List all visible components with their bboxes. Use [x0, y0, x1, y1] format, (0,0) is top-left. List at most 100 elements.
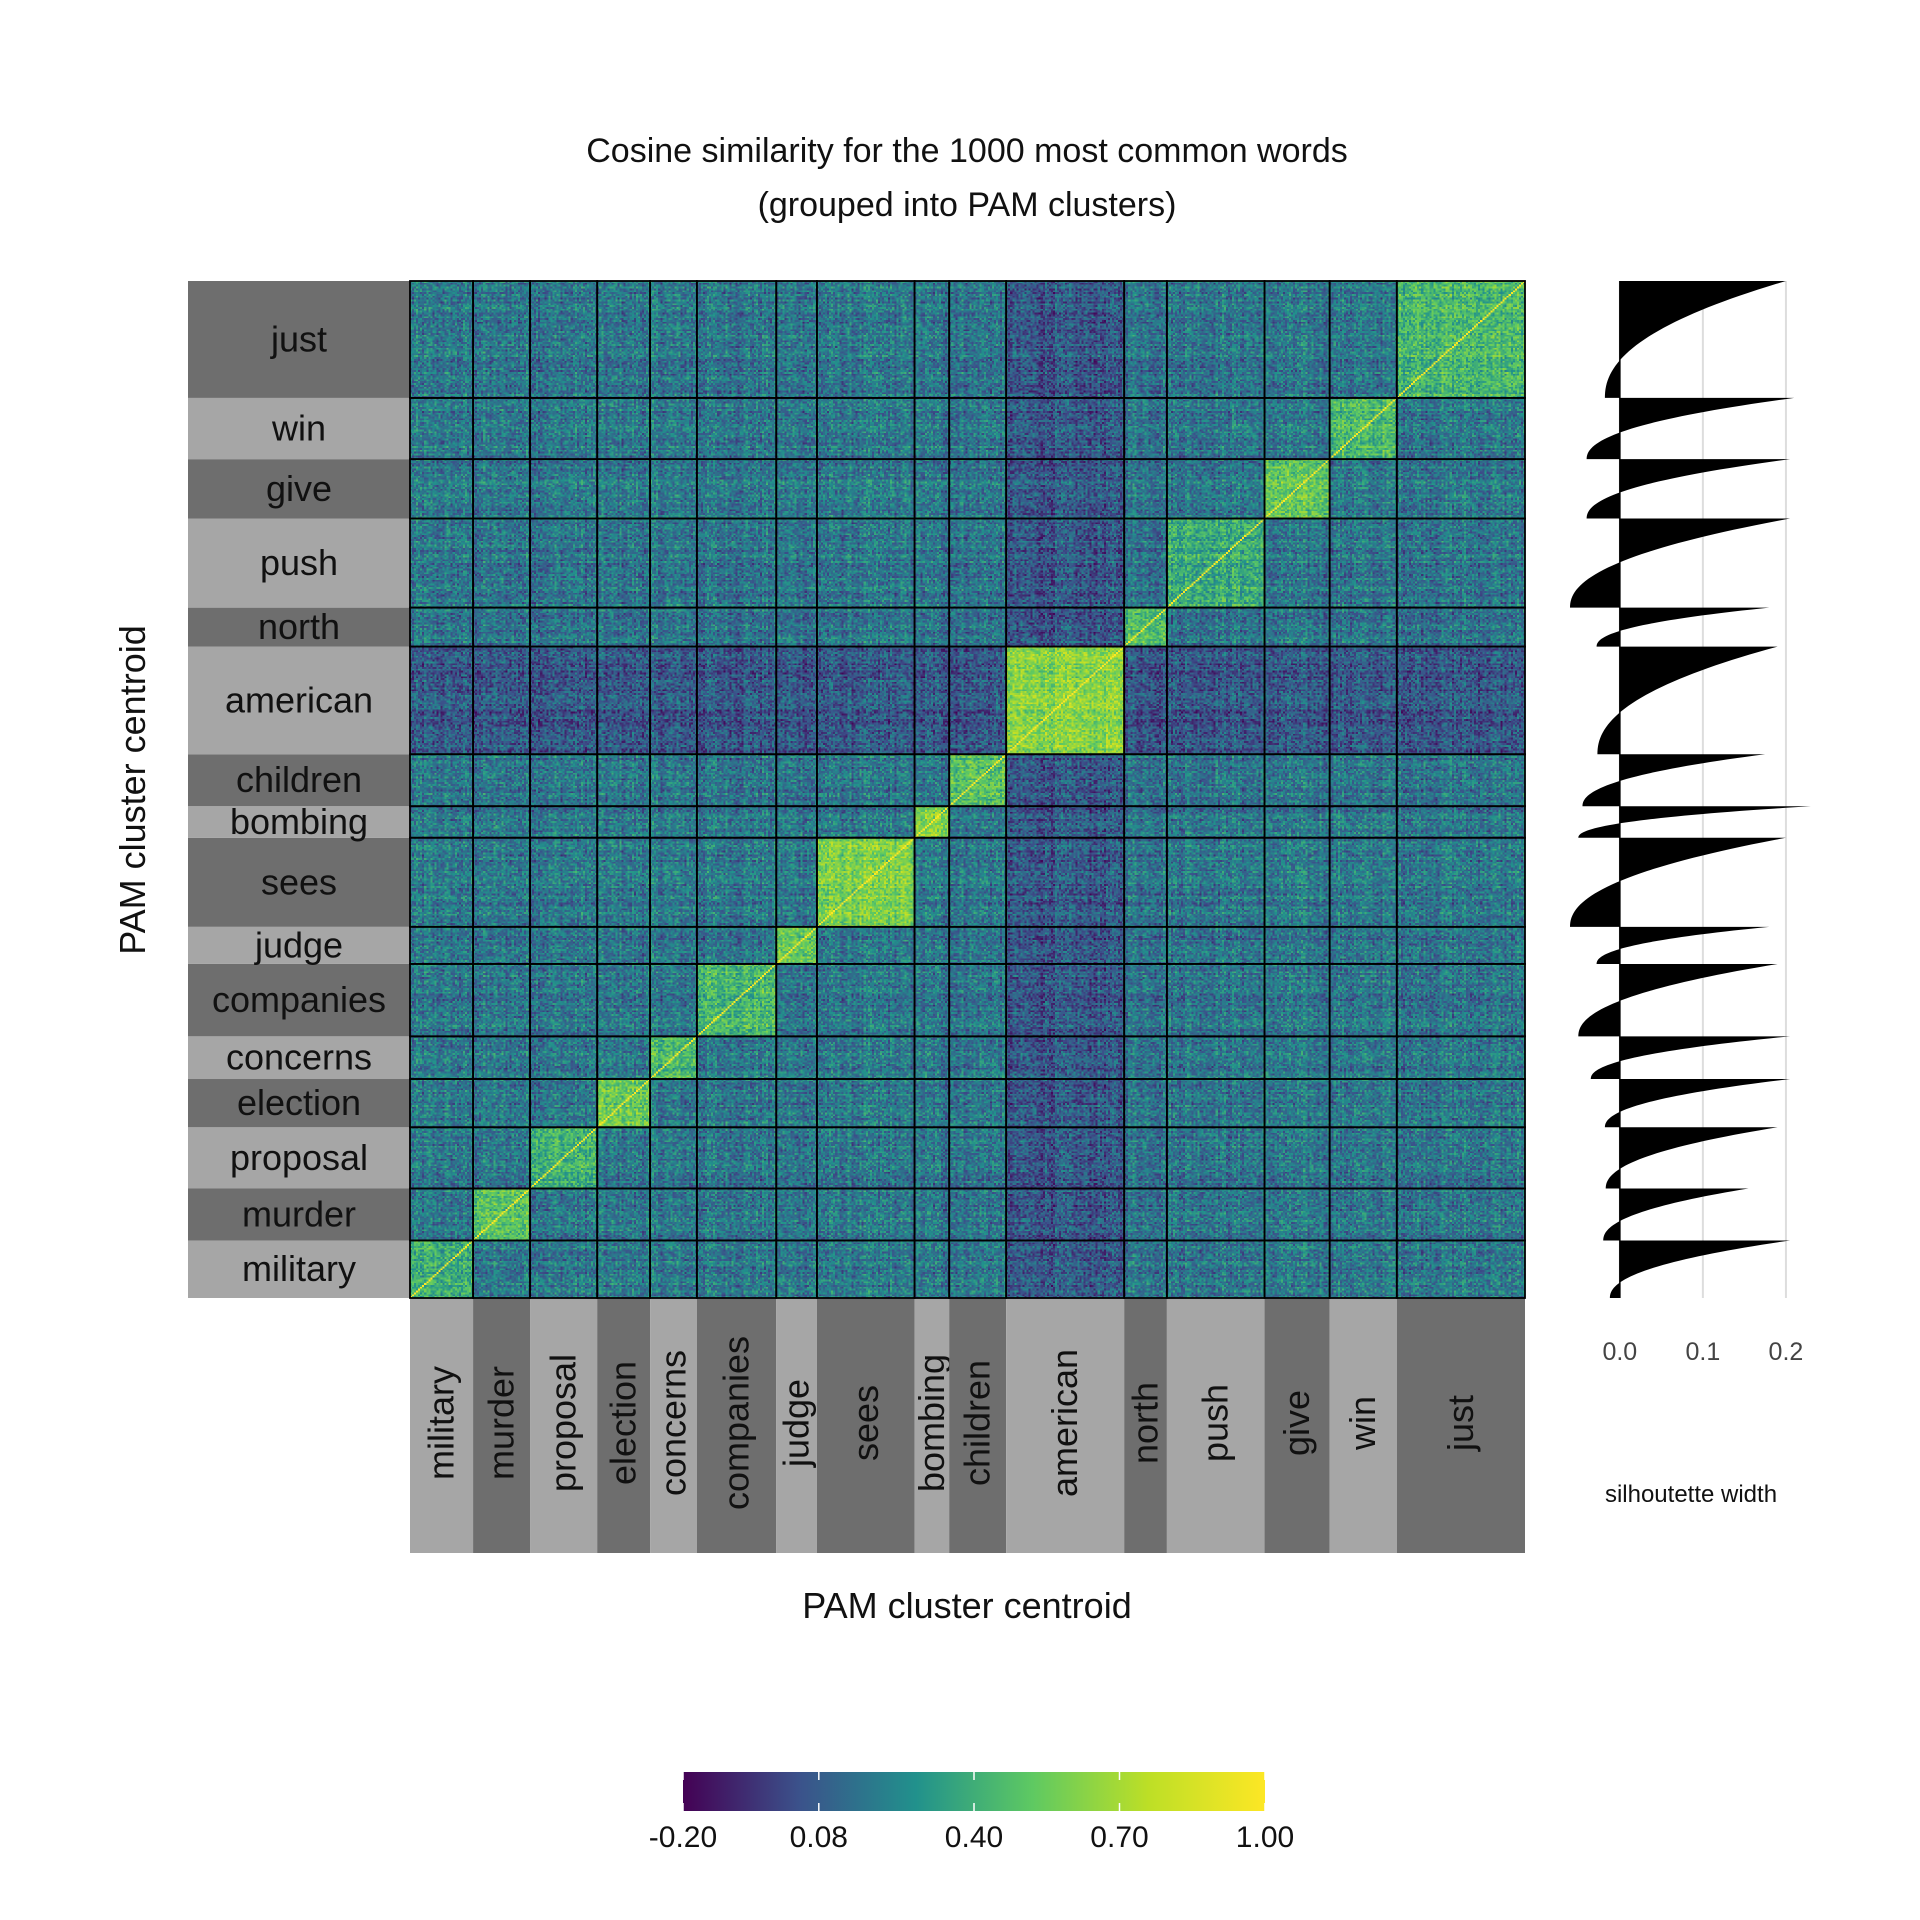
col-band-judge — [776, 1298, 817, 1553]
row-band-win — [188, 397, 410, 460]
row-band-give — [188, 459, 410, 519]
silhouette-bars-give — [1586, 459, 1791, 519]
row-band-murder — [188, 1188, 410, 1241]
row-label: give — [266, 468, 332, 509]
chart-title: Cosine similarity for the 1000 most comm… — [586, 132, 1348, 170]
silhouette-bars-children — [1582, 754, 1766, 807]
x-axis-title: PAM cluster centroid — [802, 1585, 1131, 1626]
col-band-murder — [473, 1298, 531, 1553]
row-label: election — [237, 1082, 361, 1123]
row-band-bombing — [188, 806, 410, 838]
colorbar-tick-label: 0.40 — [945, 1821, 1003, 1854]
row-label: concerns — [226, 1037, 372, 1078]
col-band-just — [1396, 1298, 1525, 1553]
row-label: sees — [261, 861, 337, 902]
column-label: win — [1342, 1396, 1383, 1451]
row-label: win — [271, 408, 326, 449]
column-label: north — [1125, 1382, 1166, 1464]
silhouette-bars-win — [1586, 397, 1795, 460]
colorbar-tick-label: -0.20 — [649, 1821, 717, 1854]
cluster-block — [1395, 280, 1526, 399]
row-band-election — [188, 1079, 410, 1128]
silhouette-panel: 0.0 0.1 0.2 — [1570, 281, 1811, 1366]
column-label: push — [1195, 1384, 1236, 1462]
col-band-american — [1006, 1298, 1125, 1553]
col-band-sees — [816, 1298, 915, 1553]
silhouette-bars-military — [1609, 1240, 1791, 1298]
column-label: military — [421, 1366, 462, 1480]
silhouette-bars-election — [1604, 1079, 1791, 1128]
silhouette-tick-label: 0.2 — [1769, 1338, 1804, 1366]
col-band-concerns — [650, 1298, 697, 1553]
column-label-strip: military murder proposal election concerns co… — [410, 1298, 1525, 1553]
column-label: american — [1044, 1349, 1085, 1497]
row-band-north — [188, 607, 410, 647]
col-band-election — [597, 1298, 651, 1553]
y-axis-title: PAM cluster centroid — [112, 625, 153, 954]
heatmap-matrix — [410, 281, 1525, 1298]
silhouette-bars-sees — [1570, 837, 1786, 927]
row-label: murder — [242, 1193, 356, 1234]
row-band-proposal — [188, 1127, 410, 1189]
column-label: proposal — [543, 1354, 584, 1492]
row-band-push — [188, 518, 410, 608]
silhouette-bars-just — [1604, 281, 1786, 398]
silhouette-bars-murder — [1603, 1188, 1749, 1241]
column-label: give — [1276, 1390, 1317, 1456]
colorbar-tick-label: 1.00 — [1236, 1821, 1294, 1854]
colorbar-tick-label: 0.08 — [790, 1821, 848, 1854]
cluster-block-borders — [409, 280, 1526, 1299]
column-label: concerns — [652, 1350, 693, 1496]
row-band-sees — [188, 837, 410, 927]
col-band-north — [1124, 1298, 1167, 1553]
silhouette-tick-label: 0.0 — [1602, 1338, 1637, 1366]
column-label: sees — [845, 1385, 886, 1461]
row-label: companies — [212, 979, 386, 1020]
col-band-proposal — [530, 1298, 598, 1553]
silhouette-bars-judge — [1596, 926, 1770, 964]
silhouette-tick-label: 0.1 — [1685, 1338, 1720, 1366]
col-band-push — [1166, 1298, 1265, 1553]
col-band-companies — [696, 1298, 777, 1553]
column-label: murder — [481, 1366, 522, 1480]
colorbar-ticks: -0.20 0.08 0.40 0.70 1.00 — [649, 1772, 1294, 1854]
silhouette-bars-push — [1570, 518, 1791, 608]
col-band-bombing — [914, 1298, 950, 1553]
column-label: just — [1440, 1395, 1481, 1452]
column-label: election — [603, 1361, 644, 1485]
row-label: judge — [254, 924, 343, 965]
column-label: bombing — [911, 1354, 952, 1492]
silhouette-bars-american — [1597, 646, 1778, 755]
row-band-children — [188, 754, 410, 807]
row-band-just — [188, 281, 410, 398]
silhouette-bars-north — [1596, 607, 1770, 647]
row-band-judge — [188, 926, 410, 964]
row-label: push — [260, 542, 338, 583]
col-band-give — [1264, 1298, 1330, 1553]
row-band-american — [188, 646, 410, 755]
silhouette-bars-proposal — [1605, 1127, 1778, 1189]
row-label: north — [258, 606, 340, 647]
col-band-win — [1329, 1298, 1397, 1553]
colorbar-tick-label: 0.70 — [1090, 1821, 1148, 1854]
silhouette-bars-concerns — [1590, 1036, 1791, 1080]
column-label: children — [957, 1360, 998, 1486]
silhouette-bars-companies — [1578, 963, 1778, 1037]
row-label: military — [242, 1248, 356, 1289]
column-label: companies — [716, 1336, 757, 1510]
column-label: judge — [776, 1379, 817, 1468]
row-label: american — [225, 679, 373, 720]
row-band-concerns — [188, 1036, 410, 1080]
row-label: proposal — [230, 1137, 368, 1178]
silhouette-bars-bombing — [1578, 806, 1811, 838]
chart-subtitle: (grouped into PAM clusters) — [758, 186, 1177, 224]
row-band-companies — [188, 963, 410, 1037]
row-label: bombing — [230, 801, 368, 842]
col-band-military — [410, 1298, 474, 1553]
row-band-military — [188, 1240, 410, 1298]
row-label: children — [236, 759, 362, 800]
row-label: just — [270, 318, 327, 359]
col-band-children — [949, 1298, 1007, 1553]
